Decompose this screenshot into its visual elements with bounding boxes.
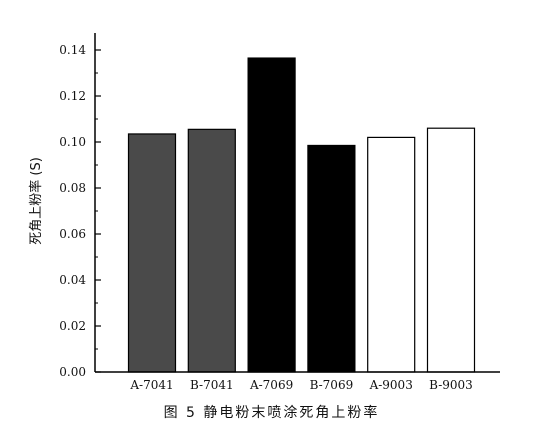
y-tick-label: 0.14 xyxy=(59,43,86,57)
y-ticks-group: 0.00 0.02 0.04 0.06 0.08 0.10 0.12 0.14 xyxy=(59,43,101,379)
x-tick-label: A-9003 xyxy=(369,378,413,392)
bars-group xyxy=(127,57,476,373)
bar-b-7041 xyxy=(187,128,236,373)
x-tick-label: A-7041 xyxy=(129,378,173,392)
x-tick-labels-group: A-7041 B-7041 A-7069 B-7069 A-9003 B-9003 xyxy=(129,378,472,392)
y-tick-label: 0.10 xyxy=(59,135,86,149)
x-tick-label: B-9003 xyxy=(429,378,473,392)
chart-svg: 0.00 0.02 0.04 0.06 0.08 0.10 0.12 0.14 A-7041 B… xyxy=(28,33,500,392)
y-tick-label: 0.06 xyxy=(59,227,86,241)
bar-b-9003 xyxy=(426,127,476,373)
x-tick-label: B-7069 xyxy=(310,378,354,392)
y-tick-label: 0.08 xyxy=(59,181,86,195)
x-tick-label: B-7041 xyxy=(190,378,234,392)
figure-caption: 图 5 静电粉末喷涂死角上粉率 xyxy=(163,405,380,421)
bar-a-7041 xyxy=(127,133,177,373)
y-axis-label: 死角上粉率 (S) xyxy=(28,157,44,245)
y-tick-label: 0.12 xyxy=(59,89,86,103)
axes-group xyxy=(94,33,500,373)
y-tick-label: 0.00 xyxy=(59,365,86,379)
bar-a-9003 xyxy=(367,136,416,373)
bar-a-7069 xyxy=(247,57,296,373)
y-tick-label: 0.02 xyxy=(59,319,86,333)
bar-b-7069 xyxy=(307,144,356,373)
x-tick-label: A-7069 xyxy=(249,378,293,392)
y-tick-label: 0.04 xyxy=(59,273,86,287)
